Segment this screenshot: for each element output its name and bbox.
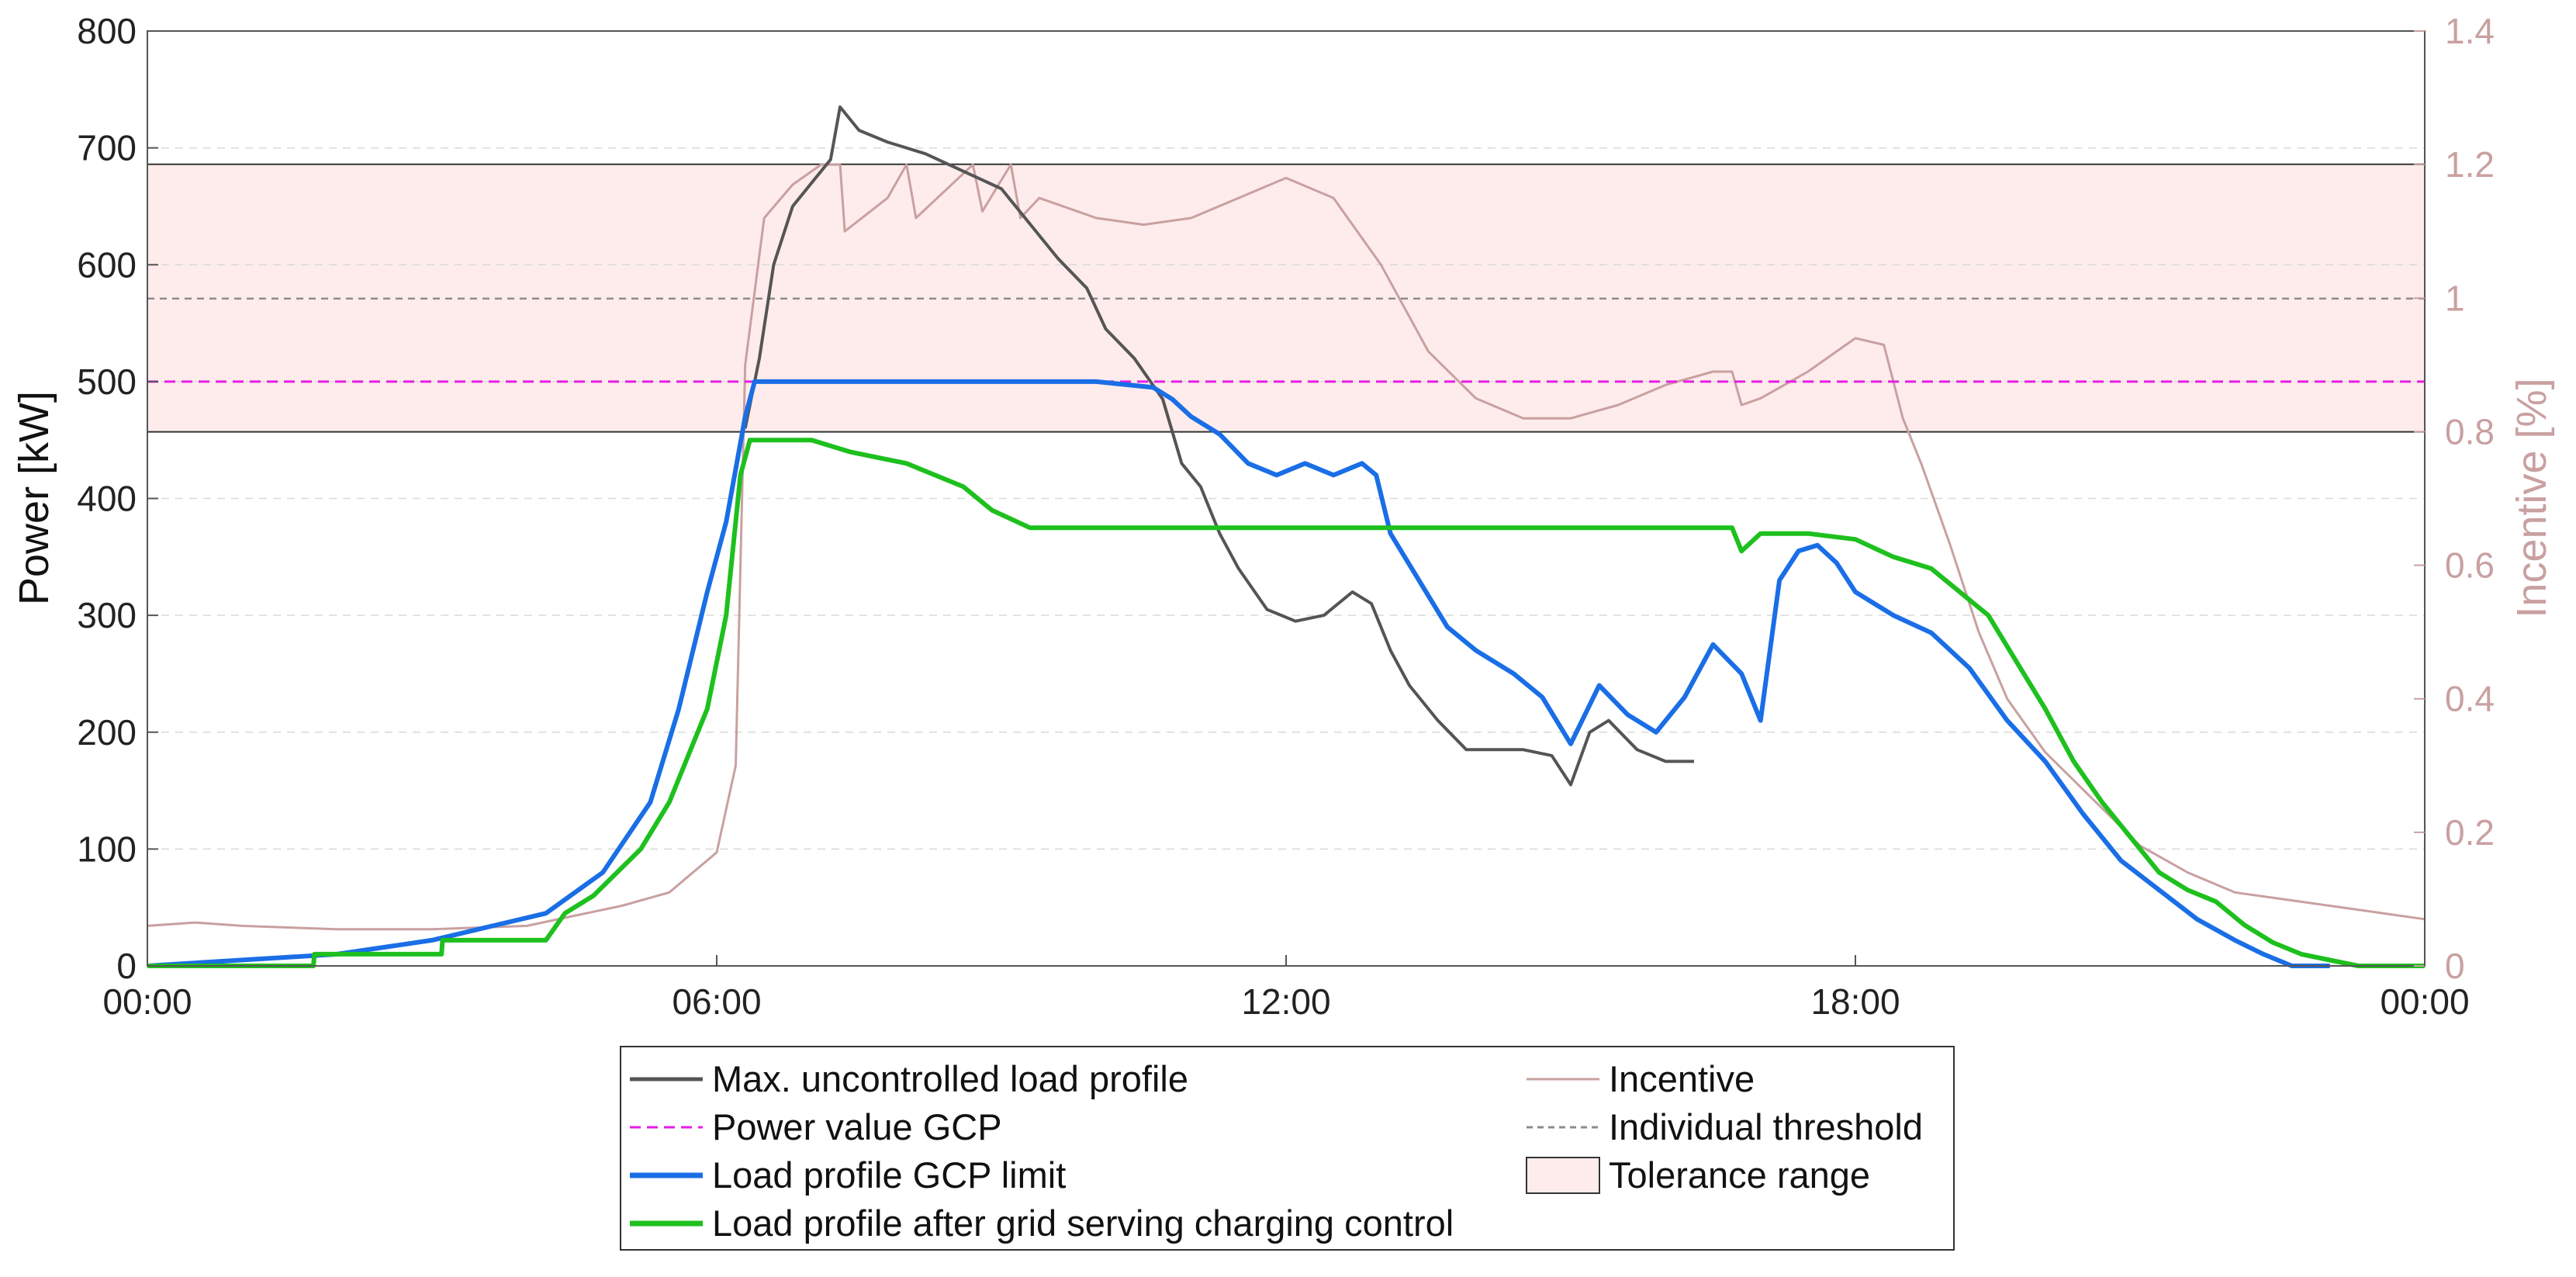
y-tick-label: 0	[116, 946, 137, 986]
y2-tick-label: 0	[2445, 946, 2465, 986]
y2-axis-title: Incentive [%]	[2509, 378, 2555, 618]
y2-tick-label: 0.2	[2445, 812, 2495, 853]
series-gcp-limit	[147, 379, 2330, 968]
tolerance-band	[147, 164, 2425, 432]
legend-label-gcp: Power value GCP	[712, 1106, 1002, 1147]
series-after-control	[147, 438, 2425, 968]
y-axis-title: Power [kW]	[11, 391, 57, 605]
series-uncontrolled	[743, 105, 1694, 787]
y-tick-label: 400	[77, 479, 137, 519]
legend-label-gcp-limit: Load profile GCP limit	[712, 1154, 1066, 1196]
x-tick-label: 00:00	[102, 981, 192, 1022]
y-tick-label: 100	[77, 829, 137, 869]
y2-tick-label: 0.6	[2445, 545, 2495, 586]
tolerance-layer	[147, 163, 2425, 433]
legend-box	[620, 1046, 1955, 1251]
y-tick-label: 700	[77, 128, 137, 168]
series-layer	[147, 105, 2426, 968]
ticks-layer: 0 100 200 300 400 500 600 700 800 0 0.2 0.4 0.6 0.8 1 1…	[77, 11, 2495, 1022]
x-tick-label: 12:00	[1241, 981, 1330, 1022]
y2-tick-label: 1.4	[2445, 11, 2495, 51]
y-tick-label: 200	[77, 712, 137, 753]
y2-tick-label: 1	[2445, 278, 2465, 318]
y-tick-label: 800	[77, 11, 137, 51]
legend-label-uncontrolled: Max. uncontrolled load profile	[712, 1058, 1188, 1099]
legend: Max. uncontrolled load profile Incentive…	[620, 1046, 1955, 1251]
y2-tick-label: 0.8	[2445, 411, 2495, 452]
x-tick-label: 18:00	[1810, 981, 1900, 1022]
legend-label-incentive: Incentive	[1609, 1058, 1755, 1099]
y-tick-label: 300	[77, 595, 137, 635]
x-tick-label: 06:00	[672, 981, 761, 1022]
series-incentive	[147, 163, 2426, 931]
legend-swatch-tolerance	[1526, 1157, 1600, 1194]
y-tick-label: 600	[77, 244, 137, 285]
legend-label-threshold: Individual threshold	[1609, 1106, 1923, 1147]
x-tick-label: 00:00	[2380, 981, 2469, 1022]
legend-label-tolerance: Tolerance range	[1609, 1154, 1870, 1196]
y2-tick-label: 0.4	[2445, 679, 2495, 719]
legend-label-after-control: Load profile after grid serving charging…	[712, 1203, 1454, 1244]
y2-tick-label: 1.2	[2445, 144, 2495, 185]
y-tick-label: 500	[77, 362, 137, 402]
